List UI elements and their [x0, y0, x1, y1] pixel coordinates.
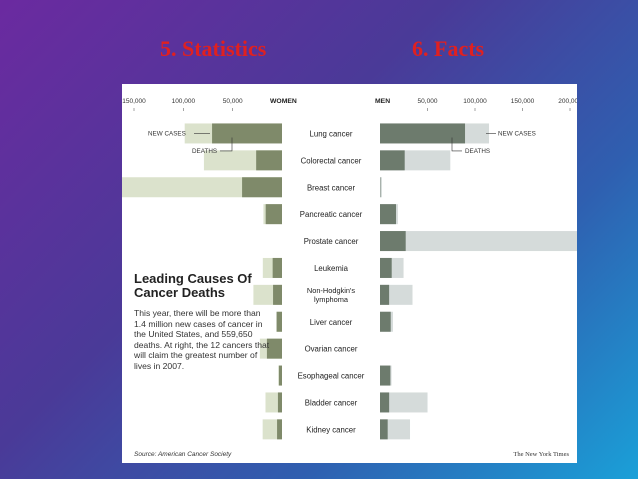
- men-axis-tick-label: 200,000: [558, 98, 577, 105]
- men-deaths-bar: [380, 123, 466, 144]
- legend-new-cases-left: NEW CASES: [148, 130, 186, 137]
- category-label: Kidney cancer: [306, 425, 356, 434]
- chart-panel: 150,000 100,000 50,000 50,000 100,000 150,000…: [122, 84, 577, 463]
- slide-title-statistics: 5. Statistics: [160, 36, 267, 61]
- women-deaths-bar: [278, 365, 282, 386]
- women-deaths-bar: [212, 123, 282, 144]
- category-label: Pancreatic cancer: [300, 210, 363, 219]
- category-label: Bladder cancer: [305, 398, 358, 407]
- category-label: Lung cancer: [310, 129, 353, 138]
- category-label-box: [286, 363, 376, 388]
- men-axis-tick-label: 50,000: [418, 98, 438, 105]
- slide-title-facts: 6. Facts: [412, 36, 485, 61]
- men-deaths-bar: [380, 150, 405, 171]
- men-axis-tick-label: 150,000: [511, 98, 535, 105]
- men-deaths-bar: [380, 365, 391, 386]
- men-deaths-bar: [380, 311, 391, 332]
- men-deaths-bar: [380, 284, 390, 305]
- category-label-box: [286, 390, 376, 415]
- category-label-box: [286, 336, 376, 362]
- men-deaths-bar: [380, 204, 396, 225]
- women-deaths-bar: [242, 177, 282, 198]
- men-new-cases-bar: [380, 231, 577, 252]
- category-label: Non-Hodgkin's lymphoma: [307, 286, 356, 304]
- women-deaths-bar: [277, 392, 282, 413]
- women-label: WOMEN: [270, 98, 297, 105]
- category-label-box: [286, 416, 376, 442]
- women-deaths-bar: [266, 338, 282, 359]
- category-label: Breast cancer: [307, 183, 356, 192]
- legend-deaths-right: DEATHS: [465, 148, 490, 155]
- category-label: Ovarian cancer: [305, 345, 358, 354]
- category-label-box: [286, 309, 376, 335]
- source-note: Source: American Cancer Society: [134, 451, 232, 458]
- men-axis-tick-label: 100,000: [463, 98, 487, 105]
- men-deaths-bar: [380, 231, 406, 252]
- men-deaths-bar: [380, 392, 390, 413]
- women-axis-tick-label: 100,000: [172, 98, 196, 105]
- category-label: Liver cancer: [310, 318, 353, 327]
- women-deaths-bar: [256, 150, 282, 171]
- chart-description-block: Leading Causes Of Cancer Deaths This yea…: [134, 272, 272, 372]
- legend-new-cases-right: NEW CASES: [498, 130, 536, 137]
- women-deaths-bar: [272, 257, 282, 278]
- legend-pointer-left-deaths: [220, 137, 233, 152]
- legend-pointer-right-deaths: [451, 137, 462, 152]
- credit-note: The New York Times: [513, 451, 569, 458]
- women-new-cases-bar: [122, 177, 282, 198]
- chart-description: This year, there will be more than 1.4 m…: [134, 308, 270, 371]
- category-label: Leukemia: [314, 264, 348, 273]
- men-new-cases-bar: [380, 392, 428, 413]
- category-label-box: [286, 255, 376, 281]
- category-label-box: [286, 228, 376, 254]
- legend-deaths-left: DEATHS: [192, 148, 217, 155]
- women-deaths-bar: [265, 204, 282, 225]
- category-label-box: [286, 201, 376, 227]
- men-label: MEN: [375, 98, 390, 105]
- category-label-box: [286, 282, 376, 308]
- men-new-cases-bar: [380, 177, 382, 198]
- category-label: Colorectal cancer: [301, 156, 362, 165]
- category-label-box: [286, 147, 376, 173]
- category-label-box: [286, 174, 376, 200]
- category-label-box: [286, 121, 376, 146]
- cancer-chart: 150,000 100,000 50,000 50,000 100,000 150,000…: [122, 98, 577, 442]
- chart-title: Leading Causes Of Cancer Deaths: [134, 271, 252, 300]
- women-new-cases-bar: [265, 392, 282, 413]
- women-deaths-bar: [273, 284, 282, 305]
- category-label: Prostate cancer: [304, 237, 359, 246]
- men-deaths-bar: [380, 419, 388, 440]
- women-deaths-bar: [276, 311, 282, 332]
- women-axis-tick-label: 50,000: [223, 98, 243, 105]
- women-deaths-bar: [277, 419, 282, 440]
- men-deaths-bar: [380, 257, 392, 278]
- women-axis-tick-label: 150,000: [122, 98, 146, 105]
- category-label: Esophageal cancer: [298, 372, 365, 381]
